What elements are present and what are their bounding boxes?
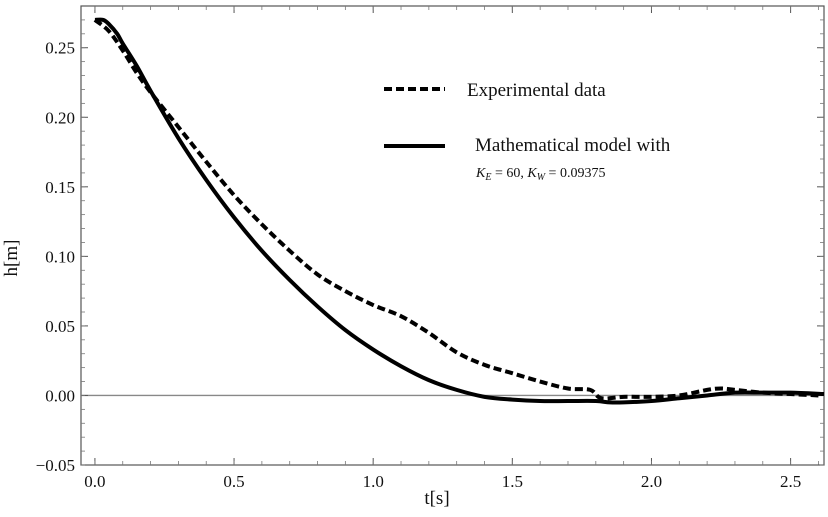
plot-border xyxy=(80,5,825,466)
series-line-experimental xyxy=(93,18,819,401)
x-tick-label: 0.0 xyxy=(84,472,105,491)
x-tick-label: 2.0 xyxy=(641,472,662,491)
legend: Experimental data Mathematical model wit… xyxy=(384,80,671,183)
param-kw-value: = 0.09375 xyxy=(545,166,605,181)
x-tick-label: 1.0 xyxy=(363,472,384,491)
legend-label-experimental: Experimental data xyxy=(467,80,606,101)
y-tick-label: 0.15 xyxy=(45,178,75,197)
param-ke-subscript: E xyxy=(484,172,491,183)
plot-frame xyxy=(80,5,825,466)
y-tick-label: 0.20 xyxy=(45,108,75,127)
y-tick-label: 0.00 xyxy=(45,386,75,405)
x-tick-label: 1.5 xyxy=(502,472,523,491)
x-tick-label: 2.5 xyxy=(780,472,801,491)
legend-label-model-params: KE = 60, KW = 0.09375 xyxy=(475,166,605,183)
y-tick-label: 0.25 xyxy=(45,39,75,58)
series-line-model xyxy=(94,17,825,405)
param-kw-subscript: W xyxy=(537,172,547,183)
legend-label-model: Mathematical model with xyxy=(475,135,671,156)
param-ke-symbol: K xyxy=(475,166,486,181)
y-axis-title: h[m] xyxy=(1,240,22,277)
x-axis-title: t[s] xyxy=(424,488,449,509)
series-lines xyxy=(93,17,825,405)
axis-ticks: 0.0 0.5 1.0 1.5 2.0 2.5 −0.05 0.00 0.05 0.10 0.15 0… xyxy=(36,6,824,491)
y-tick-label: 0.10 xyxy=(45,247,75,266)
y-tick-label: 0.05 xyxy=(45,317,75,336)
y-tick-label: −0.05 xyxy=(36,456,75,475)
param-kw-symbol: K xyxy=(526,166,537,181)
x-tick-label: 0.5 xyxy=(223,472,244,491)
param-ke-value: = 60, xyxy=(491,166,527,181)
